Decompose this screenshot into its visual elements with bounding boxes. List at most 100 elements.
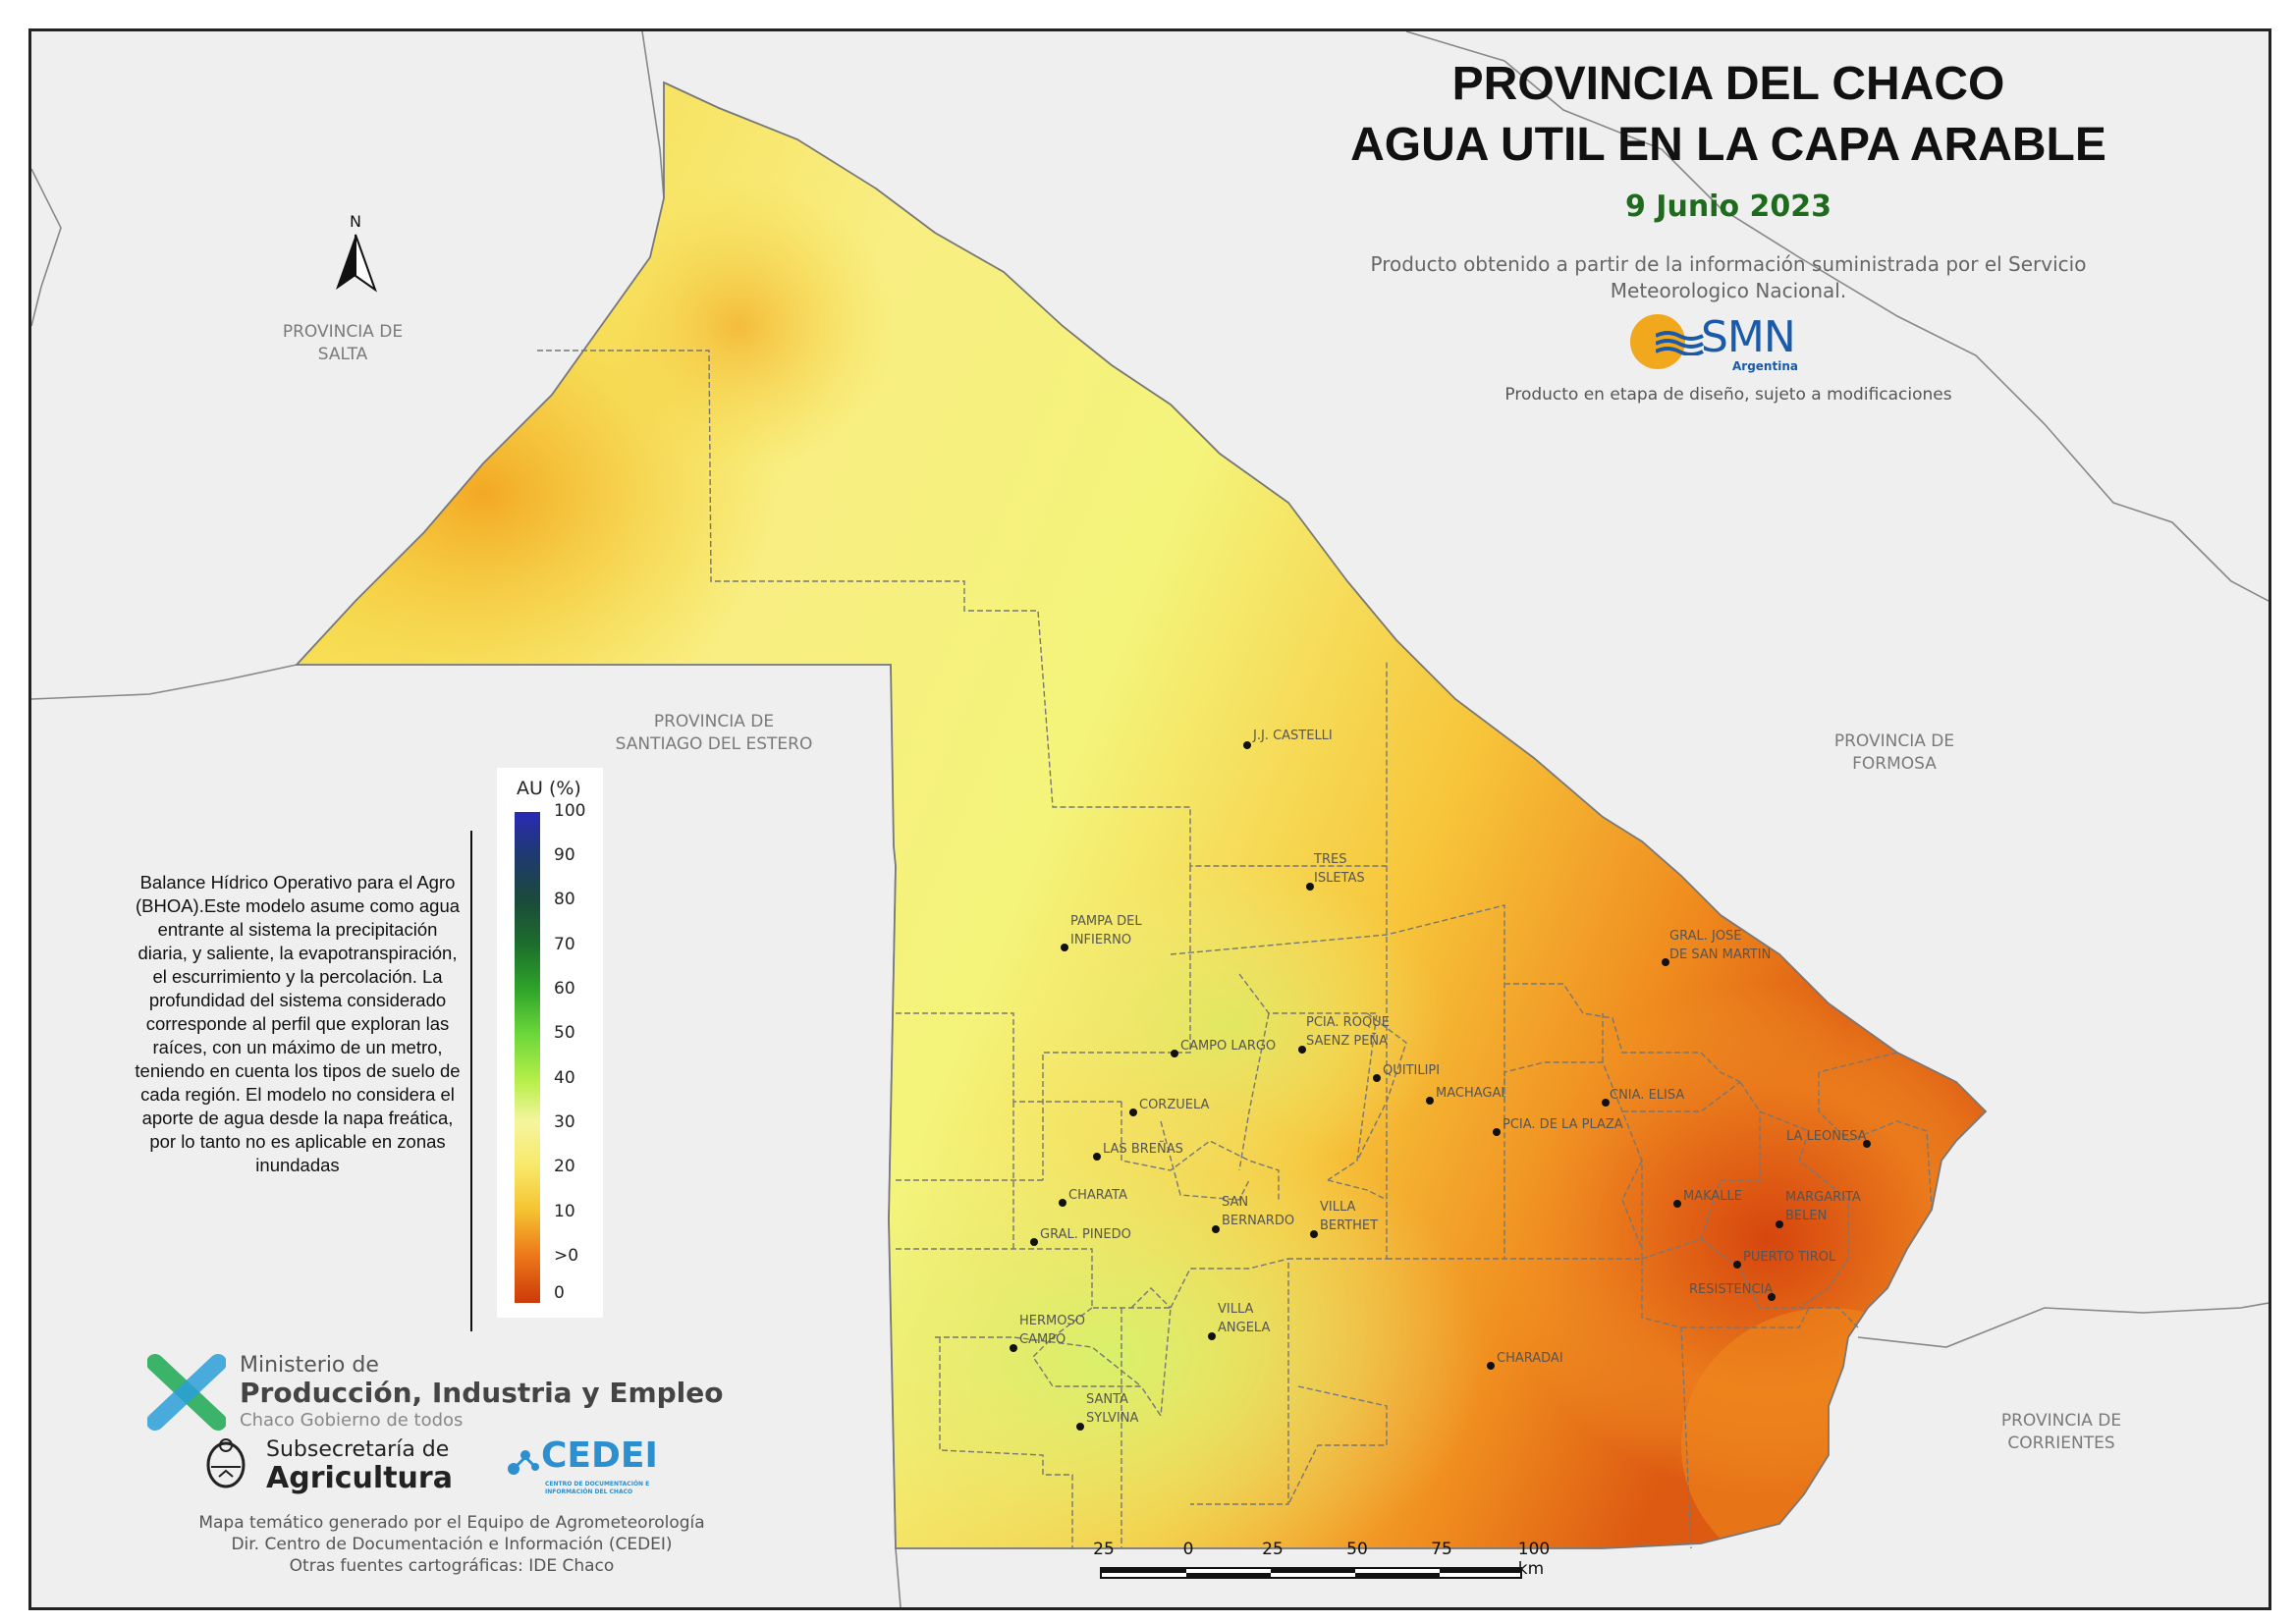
svg-text:ISLETAS: ISLETAS — [1314, 871, 1365, 886]
svg-text:DE SAN MARTIN: DE SAN MARTIN — [1669, 947, 1771, 962]
ministry-line2: Producción, Industria y Empleo — [240, 1377, 724, 1409]
svg-text:CAMPO: CAMPO — [1019, 1332, 1066, 1347]
svg-text:VILLA: VILLA — [1320, 1200, 1356, 1215]
svg-text:QUITILIPI: QUITILIPI — [1383, 1063, 1440, 1078]
map-title-line2: AGUA UTIL EN LA CAPA ARABLE — [1350, 119, 2106, 171]
legend-tick: >0 — [554, 1246, 579, 1266]
legend-title: AU (%) — [517, 778, 581, 799]
scale-label: 50 — [1346, 1540, 1368, 1559]
legend-tick: 20 — [554, 1157, 575, 1176]
svg-text:PCIA. DE LA PLAZA: PCIA. DE LA PLAZA — [1503, 1117, 1623, 1132]
town-castelli[interactable]: J.J. CASTELLI — [1243, 729, 1333, 749]
svg-text:MACHAGAI: MACHAGAI — [1436, 1086, 1504, 1101]
smn-logo-sub: Argentina — [1732, 359, 1798, 373]
smn-logo-text: SMN — [1701, 312, 1796, 362]
department-boundaries — [537, 350, 1933, 1549]
corrientes-label-line1: PROVINCIA DE — [2001, 1411, 2121, 1431]
svg-text:HERMOSO: HERMOSO — [1019, 1314, 1085, 1328]
svg-text:BERNARDO: BERNARDO — [1222, 1214, 1294, 1228]
town-campo-largo[interactable]: CAMPO LARGO — [1171, 1039, 1276, 1057]
town-gral-pinedo[interactable]: GRAL. PINEDO — [1030, 1227, 1131, 1246]
santiago-label-line1: PROVINCIA DE — [654, 712, 774, 731]
legend: AU (%) 100 90 80 70 60 50 40 30 20 10 >0… — [497, 768, 603, 1318]
town-resistencia[interactable]: RESISTENCIA — [1689, 1282, 1776, 1301]
svg-text:PCIA. ROQUE: PCIA. ROQUE — [1306, 1015, 1390, 1030]
model-description: Balance Hídrico Operativo para el Agro (… — [135, 872, 461, 1175]
svg-text:CAMPO LARGO: CAMPO LARGO — [1180, 1039, 1276, 1054]
cedei-subtitle: CENTRO DE DOCUMENTACIÓN E INFORMACIÓN DE… — [545, 1481, 650, 1495]
town-saenz-pena[interactable]: PCIA. ROQUE SAENZ PEÑA — [1298, 1015, 1390, 1054]
town-san-martin[interactable]: GRAL. JOSE DE SAN MARTIN — [1662, 929, 1771, 966]
svg-text:TRES: TRES — [1313, 852, 1346, 867]
chaco-province-outline — [294, 81, 1988, 1549]
svg-text:LAS BREÑAS: LAS BREÑAS — [1103, 1141, 1183, 1157]
legend-tick: 0 — [554, 1283, 565, 1303]
north-arrow-icon: N — [331, 211, 380, 295]
svg-text:J.J. CASTELLI: J.J. CASTELLI — [1252, 729, 1333, 743]
formosa-label-line2: FORMOSA — [1852, 754, 1937, 774]
cedei-logo: CEDEI CENTRO DE DOCUMENTACIÓN E INFORMAC… — [506, 1435, 673, 1504]
town-villa-berthet[interactable]: VILLA BERTHET — [1310, 1200, 1378, 1238]
town-santa-sylvina[interactable]: SANTA SYLVINA — [1076, 1392, 1138, 1431]
map-date: 9 Junio 2023 — [1624, 189, 1832, 224]
legend-tick: 50 — [554, 1023, 575, 1043]
svg-text:MARGARITA: MARGARITA — [1785, 1190, 1861, 1205]
santiago-label-line2: SANTIAGO DEL ESTERO — [616, 734, 813, 754]
credits: Mapa temático generado por el Equipo de … — [177, 1512, 727, 1577]
description-divider — [470, 831, 472, 1331]
legend-tick: 40 — [554, 1068, 575, 1088]
legend-tick: 60 — [554, 979, 575, 999]
scale-label: 25 — [1093, 1540, 1115, 1559]
legend-tick: 100 — [554, 801, 586, 821]
svg-text:SAN: SAN — [1222, 1195, 1248, 1210]
scale-label: 25 — [1262, 1540, 1284, 1559]
svg-text:N: N — [350, 212, 361, 231]
ministry-line1: Ministerio de — [240, 1353, 379, 1378]
svg-text:CNIA. ELISA: CNIA. ELISA — [1610, 1088, 1684, 1103]
credits-line1: Mapa temático generado por el Equipo de … — [198, 1513, 705, 1533]
town-pampa-del-infierno[interactable]: PAMPA DEL INFIERNO — [1061, 914, 1142, 951]
town-villa-angela[interactable]: VILLA ANGELA — [1208, 1302, 1270, 1340]
town-hermoso-campo[interactable]: HERMOSO CAMPO — [1010, 1314, 1085, 1352]
town-tres-isletas[interactable]: TRES ISLETAS — [1306, 852, 1365, 891]
svg-text:ANGELA: ANGELA — [1218, 1321, 1270, 1335]
town-makalle[interactable]: MAKALLE — [1673, 1189, 1742, 1208]
svg-text:PAMPA DEL: PAMPA DEL — [1070, 914, 1142, 929]
town-quitilipi[interactable]: QUITILIPI — [1373, 1063, 1440, 1082]
svg-text:CHARATA: CHARATA — [1068, 1188, 1127, 1203]
legend-colorbar — [515, 812, 540, 1303]
ministry-logo: Ministerio de Producción, Industria y Em… — [147, 1353, 737, 1432]
town-margarita-belen[interactable]: MARGARITA BELEN — [1776, 1190, 1861, 1228]
smn-waves-icon — [1656, 331, 1704, 355]
town-la-leonesa[interactable]: LA LEONESA — [1786, 1129, 1871, 1148]
scale-label: 100 km — [1517, 1540, 1551, 1579]
town-puerto-tirol[interactable]: PUERTO TIROL — [1733, 1250, 1836, 1269]
smn-logo: SMN Argentina — [1630, 310, 1827, 375]
town-de-la-plaza[interactable]: PCIA. DE LA PLAZA — [1493, 1117, 1623, 1136]
svg-text:BELEN: BELEN — [1785, 1209, 1827, 1223]
town-charadai[interactable]: CHARADAI — [1487, 1351, 1563, 1370]
town-charata[interactable]: CHARATA — [1059, 1188, 1127, 1207]
town-san-bernardo[interactable]: SAN BERNARDO — [1212, 1195, 1294, 1233]
town-corzuela[interactable]: CORZUELA — [1129, 1098, 1210, 1116]
svg-text:PUERTO TIROL: PUERTO TIROL — [1743, 1250, 1836, 1265]
svg-text:SANTA: SANTA — [1086, 1392, 1128, 1407]
map-title-line1: PROVINCIA DEL CHACO — [1451, 58, 2005, 110]
title-block: PROVINCIA DEL CHACO AGUA UTIL EN LA CAPA… — [1237, 54, 2219, 405]
ministry-x-icon — [147, 1354, 226, 1431]
subsecretaria-line2: Agricultura — [266, 1461, 453, 1495]
design-note: Producto en etapa de diseño, sujeto a mo… — [1504, 385, 1952, 405]
svg-text:VILLA: VILLA — [1218, 1302, 1254, 1317]
svg-text:RESISTENCIA: RESISTENCIA — [1689, 1282, 1773, 1297]
svg-text:SYLVINA: SYLVINA — [1086, 1411, 1138, 1426]
source-note: Producto obtenido a partir de la informa… — [1370, 252, 2087, 302]
svg-text:CORZUELA: CORZUELA — [1139, 1098, 1210, 1112]
legend-tick: 90 — [554, 845, 575, 865]
town-las-brenas[interactable]: LAS BREÑAS — [1093, 1141, 1183, 1161]
svg-text:SAENZ PEÑA: SAENZ PEÑA — [1306, 1033, 1388, 1049]
town-cnia-elisa[interactable]: CNIA. ELISA — [1602, 1088, 1684, 1107]
town-machagai[interactable]: MACHAGAI — [1426, 1086, 1504, 1105]
svg-text:LA LEONESA: LA LEONESA — [1786, 1129, 1867, 1144]
salta-label-line1: PROVINCIA DE — [283, 322, 403, 342]
coat-of-arms-icon — [206, 1438, 246, 1488]
